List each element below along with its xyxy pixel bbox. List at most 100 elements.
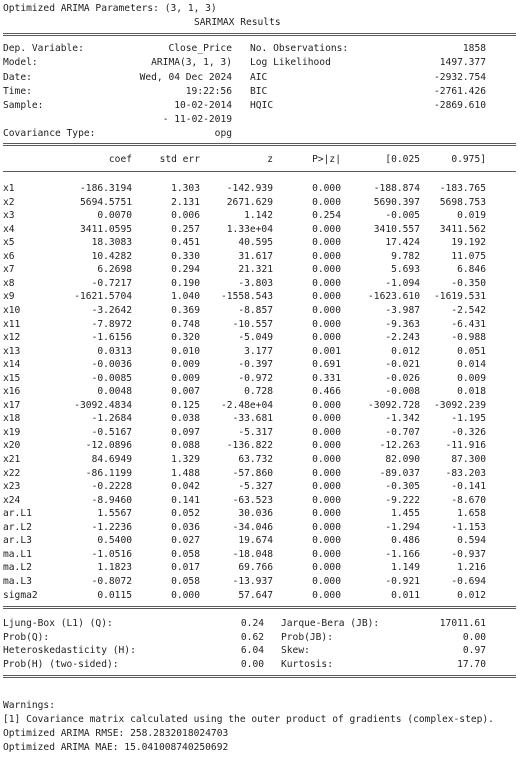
table-row: x15 -0.0085 0.009 -0.972 0.331 -0.026 0.009 <box>0 373 526 385</box>
table-row: x16 0.0048 0.007 0.728 0.466 -0.008 0.018 <box>0 386 526 398</box>
table-cell: -1.094 <box>385 277 420 289</box>
table-row: x1 -186.3194 1.303 -142.939 0.000 -188.874 -18… <box>0 183 526 195</box>
col-header: 0.975] <box>451 154 486 165</box>
diagnostics-row: Prob(H) (two-sided): 0.00 Kurtosis: 17.70 <box>0 659 526 671</box>
table-cell: -5.317 <box>238 426 273 438</box>
table-cell: -34.046 <box>232 521 273 533</box>
table-cell: -0.026 <box>385 372 420 384</box>
table-cell: 1.1823 <box>97 562 132 574</box>
table-cell: -0.972 <box>238 372 273 384</box>
table-row: x21 84.6949 1.329 63.732 0.000 82.090 87.300 <box>0 454 526 466</box>
row-label: x4 <box>3 223 15 235</box>
table-cell: 0.058 <box>171 548 200 560</box>
table-row: x7 6.2698 0.294 21.321 0.000 5.693 6.846 <box>0 264 526 276</box>
table-cell: 0.006 <box>171 210 200 222</box>
table-cell: -83.203 <box>445 467 486 479</box>
table-cell: 0.038 <box>171 413 200 425</box>
table-cell: -1.342 <box>385 413 420 425</box>
table-cell: -188.874 <box>373 183 420 194</box>
table-cell: 9.782 <box>391 250 420 262</box>
table-cell: -6.431 <box>451 318 486 330</box>
table-cell: 0.000 <box>312 535 341 547</box>
row-label: x20 <box>3 440 21 452</box>
row-label: x8 <box>3 277 15 289</box>
table-cell: 0.000 <box>312 250 341 262</box>
diag-value: 17.70 <box>457 658 486 670</box>
table-cell: 19.192 <box>451 237 486 249</box>
row-label: ar.L2 <box>3 521 32 533</box>
table-row: x12 -1.6156 0.320 -5.049 0.000 -2.243 -0.988 <box>0 332 526 344</box>
table-cell: 0.0115 <box>97 589 132 601</box>
diag-label: Prob(Q): <box>3 631 50 643</box>
table-cell: -1621.5704 <box>74 291 132 303</box>
row-label: x10 <box>3 304 21 316</box>
table-cell: 40.595 <box>238 237 273 249</box>
table-cell: 3.177 <box>244 345 273 357</box>
row-label: x14 <box>3 359 21 371</box>
table-cell: 0.036 <box>171 521 200 533</box>
table-cell: -8.670 <box>451 494 486 506</box>
info-row: Date: Wed, 04 Dec 2024 AIC -2932.754 <box>3 72 486 83</box>
diag-value: 0.00 <box>240 658 264 670</box>
table-cell: -9.363 <box>385 318 420 330</box>
diag-value: 0.97 <box>462 645 486 657</box>
table-cell: 0.486 <box>391 535 420 547</box>
table-cell: -5.327 <box>238 481 273 493</box>
table-row: ma.L3 -0.8072 0.058 -13.937 0.000 -0.921 -0.69… <box>0 576 526 588</box>
row-label: sigma2 <box>3 589 38 601</box>
table-cell: -0.350 <box>451 277 486 289</box>
table-cell: 0.000 <box>312 196 341 208</box>
col-header: std err <box>159 154 200 165</box>
table-cell: 0.012 <box>391 345 420 357</box>
row-label: x21 <box>3 454 21 465</box>
row-label: x12 <box>3 332 21 344</box>
table-row: x10 -3.2642 0.369 -8.857 0.000 -3.987 -2.542 <box>0 305 526 317</box>
diag-value: 0.62 <box>240 631 264 643</box>
diag-label: Skew: <box>281 645 310 657</box>
table-cell: 0.009 <box>171 359 200 371</box>
row-label: x22 <box>3 467 21 479</box>
diag-value: 0.00 <box>462 631 486 643</box>
table-row: x11 -7.8972 0.748 -10.557 0.000 -9.363 -6.431 <box>0 319 526 331</box>
table-cell: 0.000 <box>312 562 341 574</box>
table-row: sigma2 0.0115 0.000 57.647 0.000 0.011 0.012 <box>0 590 526 602</box>
table-cell: 1.149 <box>391 562 420 574</box>
table-cell: 0.012 <box>457 589 486 601</box>
table-cell: 5698.753 <box>439 196 486 208</box>
row-label: x5 <box>3 237 15 249</box>
table-cell: 0.000 <box>312 183 341 194</box>
table-cell: -1.6156 <box>91 332 132 344</box>
table-cell: 0.369 <box>171 304 200 316</box>
table-row: ma.L2 1.1823 0.017 69.766 0.000 1.149 1.216 <box>0 562 526 574</box>
row-label: x16 <box>3 386 21 398</box>
diag-label: Jarque-Bera (JB): <box>281 618 380 629</box>
table-cell: -57.860 <box>232 467 273 479</box>
table-cell: 0.000 <box>312 454 341 465</box>
mae-line: Optimized ARIMA MAE: 15.041008740250692 <box>3 742 229 753</box>
table-cell: -2.48e+04 <box>221 399 273 411</box>
diagnostics-row: Heteroskedasticity (H): 6.04 Skew: 0.97 <box>0 645 526 657</box>
table-cell: 0.0313 <box>97 345 132 357</box>
info-row: Model: ARIMA(3, 1, 3) Log Likelihood 149… <box>3 57 486 68</box>
col-header: P>|z| <box>312 154 341 165</box>
table-cell: -3.803 <box>238 277 273 289</box>
col-header: coef <box>108 154 132 165</box>
table-row: x14 -0.0036 0.009 -0.397 0.691 -0.021 0.014 <box>0 359 526 371</box>
table-cell: 0.748 <box>171 318 200 330</box>
table-cell: 0.052 <box>171 508 200 520</box>
table-cell: 0.190 <box>171 277 200 289</box>
table-cell: 0.000 <box>312 494 341 506</box>
table-cell: 0.017 <box>171 562 200 574</box>
table-cell: -9.222 <box>385 494 420 506</box>
table-cell: 0.0070 <box>97 210 132 222</box>
row-label: x11 <box>3 318 21 330</box>
table-cell: 1.33e+04 <box>226 223 273 235</box>
info-row: Dep. Variable: Close_Price No. Observati… <box>3 43 486 54</box>
table-cell: 5690.397 <box>373 196 420 208</box>
table-cell: -11.916 <box>445 440 486 452</box>
warnings-title: Warnings: <box>3 700 55 711</box>
table-cell: 0.000 <box>312 576 341 587</box>
table-cell: 0.000 <box>312 508 341 520</box>
table-cell: 10.4282 <box>91 250 132 262</box>
